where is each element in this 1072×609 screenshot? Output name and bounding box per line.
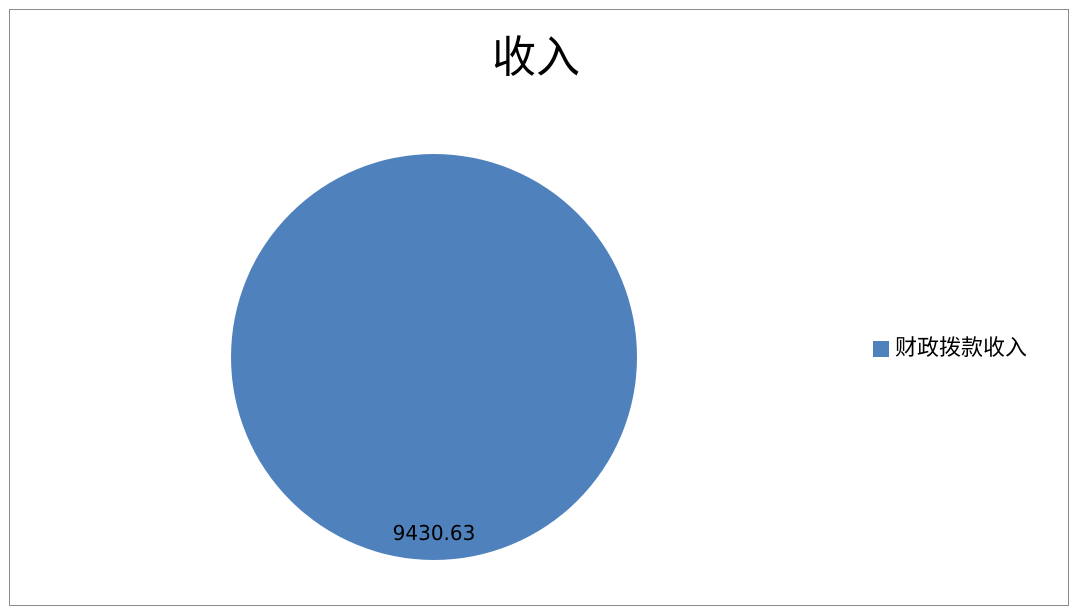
pie-data-label: 9430.63 bbox=[393, 521, 476, 545]
legend-swatch-icon bbox=[873, 341, 889, 357]
pie-slices bbox=[231, 154, 637, 560]
legend: 财政拨款收入 bbox=[873, 336, 1027, 362]
pie-labels: 9430.63 bbox=[393, 521, 476, 545]
legend-label: 财政拨款收入 bbox=[895, 336, 1028, 361]
pie-slice bbox=[231, 154, 637, 560]
chart-title: 收入 bbox=[492, 32, 580, 83]
